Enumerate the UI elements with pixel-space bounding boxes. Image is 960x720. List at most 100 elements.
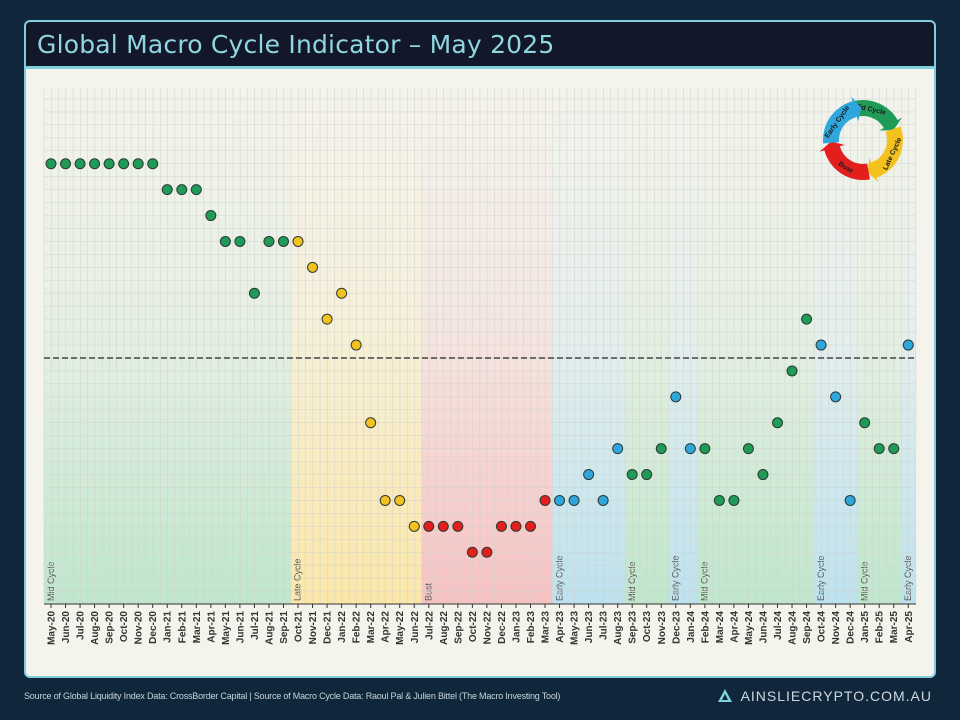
- data-point-Sep-20: [103, 158, 115, 170]
- x-tick-label: May-23: [570, 611, 581, 645]
- x-tick-label: May-20: [47, 611, 58, 645]
- data-point-Dec-24: [844, 494, 856, 506]
- x-tick-label: Sep-24: [802, 611, 813, 644]
- x-tick-label: Jan-22: [337, 611, 348, 643]
- title-bar: Global Macro Cycle Indicator – May 2025: [26, 22, 934, 69]
- phase-band-label: Mid Cycle: [627, 561, 637, 601]
- data-point-Feb-24: [699, 443, 711, 455]
- x-tick-label: Sep-20: [105, 611, 116, 644]
- data-point-Apr-25: [902, 339, 914, 351]
- data-point-Oct-23: [641, 469, 653, 481]
- data-point-Sep-22: [452, 520, 464, 532]
- data-point-Jun-23: [583, 469, 595, 481]
- data-point-Nov-23: [655, 443, 667, 455]
- data-point-Jan-22: [336, 287, 348, 299]
- x-tick-label: Aug-22: [439, 611, 450, 645]
- data-point-Apr-22: [379, 494, 391, 506]
- data-point-Aug-24: [786, 365, 798, 377]
- data-point-May-20: [45, 158, 57, 170]
- data-point-Aug-22: [437, 520, 449, 532]
- x-tick-label: Feb-22: [352, 611, 363, 644]
- data-point-Mar-25: [888, 443, 900, 455]
- x-tick-label: Oct-23: [642, 611, 653, 643]
- x-tick-label: Apr-25: [904, 611, 915, 643]
- data-point-Jul-24: [772, 417, 783, 429]
- x-tick-label: Oct-24: [817, 611, 828, 643]
- brand[interactable]: AINSLIECRYPTO.COM.AU: [717, 688, 932, 704]
- x-tick-label: Sep-22: [453, 611, 464, 644]
- x-tick-label: Mar-22: [366, 611, 377, 644]
- data-point-Oct-21: [292, 235, 304, 247]
- data-point-Aug-21: [263, 235, 275, 247]
- x-tick-label: Jul-22: [424, 611, 435, 640]
- x-tick-label: Dec-22: [497, 611, 508, 644]
- x-tick-label: Dec-23: [671, 611, 682, 644]
- x-tick-label: Oct-21: [294, 611, 305, 643]
- data-point-Jan-25: [859, 417, 871, 429]
- phase-band-label: Mid Cycle: [700, 561, 710, 601]
- data-point-Jul-22: [423, 520, 435, 532]
- data-point-Dec-23: [670, 391, 682, 403]
- data-point-Oct-22: [466, 546, 478, 558]
- source-note: Source of Global Liquidity Index Data: C…: [24, 691, 561, 701]
- x-tick-label: Nov-20: [134, 611, 145, 645]
- data-point-Jun-21: [234, 235, 246, 247]
- x-tick-label: Apr-21: [206, 611, 217, 643]
- x-tick-label: Nov-21: [308, 611, 319, 645]
- x-tick-label: Mar-24: [715, 611, 726, 644]
- data-point-Mar-23: [539, 494, 551, 506]
- data-point-May-24: [742, 443, 754, 455]
- x-tick-label: Oct-22: [468, 611, 479, 643]
- x-tick-label: May-21: [221, 611, 232, 645]
- x-tick-label: Mar-25: [889, 611, 900, 644]
- data-point-Apr-21: [205, 210, 217, 222]
- data-point-Dec-20: [147, 158, 159, 170]
- x-tick-label: Nov-23: [657, 611, 668, 645]
- data-point-Jun-22: [408, 520, 420, 532]
- data-point-Nov-22: [481, 546, 493, 558]
- x-tick-label: Feb-25: [875, 611, 886, 644]
- x-tick-label: Dec-24: [846, 611, 857, 644]
- grid: [43, 88, 917, 605]
- data-point-Mar-21: [190, 184, 202, 196]
- x-tick-label: Jun-23: [584, 611, 595, 644]
- phase-band-label: Mid Cycle: [859, 561, 869, 601]
- x-tick-label: Feb-21: [177, 611, 188, 644]
- data-point-Jan-24: [684, 443, 696, 455]
- data-point-May-23: [568, 494, 580, 506]
- data-point-May-22: [394, 494, 406, 506]
- x-tick-label: Aug-21: [264, 611, 275, 645]
- cycle-arrow-early: [823, 96, 862, 144]
- data-point-Sep-24: [801, 313, 813, 325]
- x-tick-label: Apr-24: [729, 611, 740, 643]
- x-tick-label: Jun-21: [235, 611, 246, 644]
- x-tick-label: Jul-24: [773, 611, 784, 640]
- data-point-Mar-24: [713, 494, 725, 506]
- data-point-Oct-24: [815, 339, 827, 351]
- data-point-Aug-20: [89, 158, 101, 170]
- data-point-Apr-23: [554, 494, 566, 506]
- x-tick-label: May-22: [395, 611, 406, 645]
- data-point-Oct-20: [118, 158, 130, 170]
- x-tick-label: Jul-20: [76, 611, 87, 640]
- x-tick-label: Oct-20: [119, 611, 130, 643]
- x-tick-label: Aug-24: [788, 611, 799, 645]
- data-point-Jun-20: [60, 158, 72, 170]
- data-point-Jul-21: [248, 287, 260, 299]
- cycle-arrow-bust: [819, 141, 870, 180]
- x-tick-label: Sep-21: [279, 611, 290, 644]
- x-tick-label: Dec-21: [323, 611, 334, 644]
- data-point-Sep-21: [277, 235, 289, 247]
- data-point-Jan-21: [161, 184, 173, 196]
- x-tick-label: Sep-23: [628, 611, 639, 644]
- data-point-Feb-23: [524, 520, 536, 532]
- data-point-Apr-24: [728, 494, 740, 506]
- x-tick-label: Aug-23: [613, 611, 624, 645]
- brand-text: AINSLIECRYPTO.COM.AU: [740, 688, 932, 704]
- data-point-Jun-24: [757, 469, 769, 481]
- x-tick-label: May-24: [744, 611, 755, 645]
- x-tick-label: Jul-21: [250, 611, 261, 640]
- data-point-Mar-22: [365, 417, 377, 429]
- page-title: Global Macro Cycle Indicator – May 2025: [37, 30, 555, 59]
